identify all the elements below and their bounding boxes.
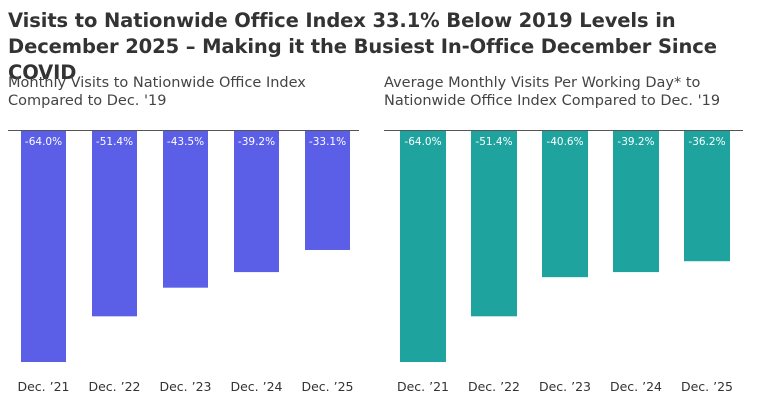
bar-0	[400, 130, 446, 362]
bar-value-label-2: -40.6%	[546, 136, 583, 148]
bar-3	[234, 130, 279, 273]
x-tick-label-4: Dec. ’25	[301, 379, 353, 394]
bar-value-label-4: -36.2%	[688, 136, 725, 148]
x-tick-label-4: Dec. ’25	[681, 379, 733, 394]
x-tick-label-0: Dec. ’21	[17, 379, 69, 394]
bar-3	[613, 130, 659, 273]
left-chart-title: Monthly Visits to Nationwide Office Inde…	[8, 75, 306, 109]
bar-value-label-3: -39.2%	[238, 136, 275, 148]
bar-value-label-2: -43.5%	[167, 136, 204, 148]
bar-2	[163, 130, 208, 288]
bar-value-label-0: -64.0%	[404, 136, 441, 148]
x-tick-label-1: Dec. ’22	[468, 379, 520, 394]
bar-1	[471, 130, 517, 317]
bar-4	[684, 130, 730, 262]
right-chart-panel: Average Monthly Visits Per Working Day* …	[384, 74, 754, 110]
x-tick-label-3: Dec. ’24	[230, 379, 282, 394]
x-tick-label-0: Dec. ’21	[397, 379, 449, 394]
right-chart-title: Average Monthly Visits Per Working Day* …	[384, 75, 721, 109]
left-bar-chart: -64.0% Dec. ’21 -51.4% Dec. ’22 -43.5% Dec. ’…	[8, 130, 359, 394]
bar-value-label-1: -51.4%	[475, 136, 512, 148]
x-tick-label-1: Dec. ’22	[88, 379, 140, 394]
x-tick-label-2: Dec. ’23	[159, 379, 211, 394]
bar-value-label-0: -64.0%	[25, 136, 62, 148]
x-tick-label-2: Dec. ’23	[539, 379, 591, 394]
bar-0	[21, 130, 66, 362]
right-bar-chart: -64.0% Dec. ’21 -51.4% Dec. ’22 -40.6% Dec. ’…	[384, 130, 743, 394]
left-chart-panel: Monthly Visits to Nationwide Office Inde…	[8, 74, 364, 110]
bar-4	[305, 130, 350, 250]
page-title: Visits to Nationwide Office Index 33.1% …	[8, 9, 717, 84]
bar-value-label-4: -33.1%	[309, 136, 346, 148]
bar-value-label-3: -39.2%	[617, 136, 654, 148]
bar-value-label-1: -51.4%	[96, 136, 133, 148]
bar-2	[542, 130, 588, 278]
x-tick-label-3: Dec. ’24	[610, 379, 662, 394]
bar-1	[92, 130, 137, 317]
